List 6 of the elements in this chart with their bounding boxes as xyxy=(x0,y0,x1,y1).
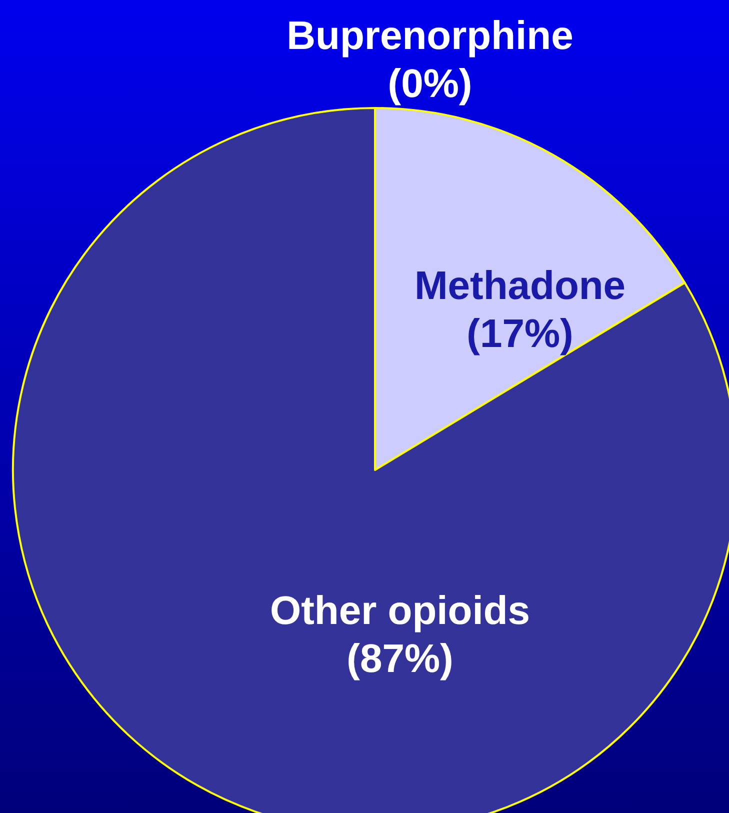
category-label: Buprenorphine xyxy=(286,14,574,58)
data-label: (17%) xyxy=(466,312,574,356)
slice-label: Methadone xyxy=(414,264,626,308)
text: (0%) xyxy=(388,62,472,106)
slice-label: Other opioids xyxy=(270,589,530,633)
data-label: (87%) xyxy=(346,637,454,681)
